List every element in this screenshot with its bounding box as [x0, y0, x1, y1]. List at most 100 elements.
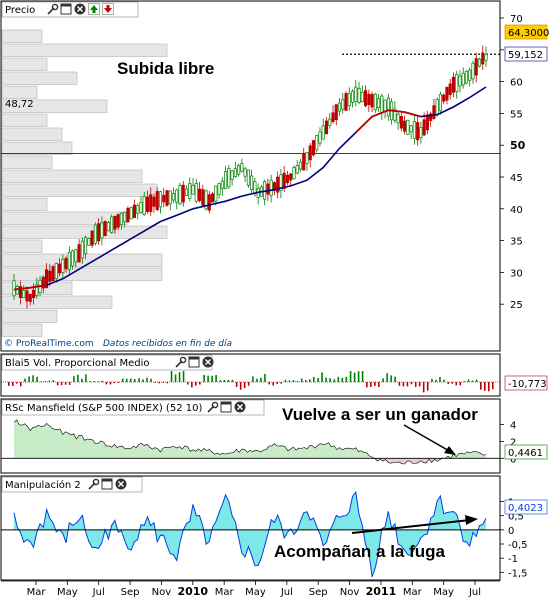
x-axis-label: 2010 — [177, 585, 208, 598]
rsc-annotation: Vuelve a ser un ganador — [282, 405, 478, 424]
volume-last-value: -10,773 — [508, 379, 547, 390]
volume-profile-bar — [1, 183, 158, 197]
volume-bar — [455, 382, 458, 386]
close-icon[interactable] — [74, 3, 86, 15]
price-candle — [188, 183, 192, 199]
volume-bar — [231, 379, 234, 382]
manip-last-value: 0,4023 — [508, 503, 543, 514]
price-candle — [292, 167, 296, 180]
volume-bar — [52, 380, 55, 382]
close-icon[interactable] — [115, 478, 127, 490]
volume-profile-bar — [1, 155, 53, 169]
copyright-brand: © ProRealTime.com — [4, 339, 94, 349]
price-candle — [367, 93, 371, 105]
price-candle — [152, 196, 156, 207]
volume-profile-bar — [1, 141, 73, 155]
price-candle — [136, 205, 140, 214]
price-candle — [380, 95, 384, 114]
volume-profile-bar — [1, 295, 113, 309]
price-candle — [344, 93, 348, 111]
price-candle — [103, 220, 107, 237]
price-candle — [315, 135, 319, 151]
price-candle — [311, 140, 316, 156]
price-axis-label: 30 — [510, 268, 523, 279]
volume-bar — [195, 382, 197, 386]
price-candle — [18, 286, 23, 299]
wrench-icon[interactable] — [88, 478, 100, 490]
price-candle — [155, 191, 159, 211]
price-candle — [399, 116, 403, 129]
price-candle — [302, 153, 306, 171]
manip-line — [13, 490, 487, 577]
volume-bar — [8, 382, 10, 386]
price-candle — [178, 185, 182, 205]
volume-bar — [162, 382, 165, 383]
price-candle — [438, 94, 442, 112]
x-axis-label: Sep — [309, 587, 328, 598]
volume-profile-bar — [1, 169, 143, 183]
volume-bar — [386, 373, 388, 382]
volume-profile-bar — [1, 197, 48, 211]
x-axis-label: Sep — [121, 587, 140, 598]
volume-bar — [488, 382, 490, 392]
arrow-down-icon[interactable] — [102, 3, 114, 15]
price-candle — [393, 108, 397, 121]
price-candle — [80, 240, 84, 259]
wrench-icon[interactable] — [175, 356, 187, 368]
wrench-icon[interactable] — [47, 3, 59, 15]
price-candle — [41, 276, 45, 289]
price-candle — [481, 52, 485, 65]
window-icon[interactable] — [188, 356, 200, 368]
rsc-last-value: 0,4461 — [508, 448, 543, 459]
window-icon[interactable] — [101, 478, 113, 490]
close-icon[interactable] — [234, 401, 246, 413]
price-candle — [35, 284, 39, 297]
close-icon[interactable] — [202, 356, 214, 368]
price-candle — [377, 98, 381, 109]
volume-bar — [56, 382, 59, 386]
rsc-line — [13, 419, 487, 465]
window-icon[interactable] — [60, 3, 72, 15]
price-candle — [54, 263, 58, 280]
volume-bar — [370, 382, 372, 387]
volume-bar — [361, 371, 364, 382]
volume-bar — [272, 382, 275, 386]
volume-bar — [484, 382, 486, 391]
wrench-icon[interactable] — [207, 401, 219, 413]
price-axis-label: 50 — [510, 139, 526, 152]
manip-title: Manipulación 2 — [5, 479, 81, 491]
volume-bar — [211, 375, 213, 382]
volume-bar — [345, 376, 348, 382]
volume-bar — [252, 376, 254, 382]
price-candle — [191, 184, 195, 195]
volume-bar — [227, 379, 230, 382]
price-candle — [386, 97, 390, 117]
price-candle — [305, 152, 309, 164]
volume-profile-bar — [1, 323, 43, 337]
volume-bar — [16, 382, 18, 384]
volume-bar — [191, 382, 193, 388]
price-candle — [471, 62, 475, 80]
price-candle — [126, 207, 130, 223]
price-candle — [285, 174, 289, 183]
window-icon[interactable] — [220, 401, 232, 413]
volume-bar — [374, 382, 376, 386]
volume-bar — [142, 379, 144, 382]
rsc-axis-label: 0 — [510, 454, 516, 465]
price-candle — [51, 266, 55, 282]
volume-bar — [158, 382, 161, 384]
x-axis-label: Nov — [152, 587, 172, 598]
volume-bar — [329, 378, 331, 382]
volume-profile-level-label: 48,72 — [5, 99, 34, 110]
volume-bar — [133, 379, 136, 382]
arrow-up-icon[interactable] — [88, 3, 100, 15]
price-candle — [123, 211, 127, 223]
price-candle — [84, 237, 88, 255]
volume-bar — [81, 378, 83, 382]
volume-bar — [280, 382, 283, 384]
price-candle — [12, 280, 16, 297]
price-candle — [474, 58, 478, 76]
volume-bar — [32, 375, 34, 382]
volume-bar — [406, 382, 409, 387]
price-candle — [116, 214, 120, 228]
